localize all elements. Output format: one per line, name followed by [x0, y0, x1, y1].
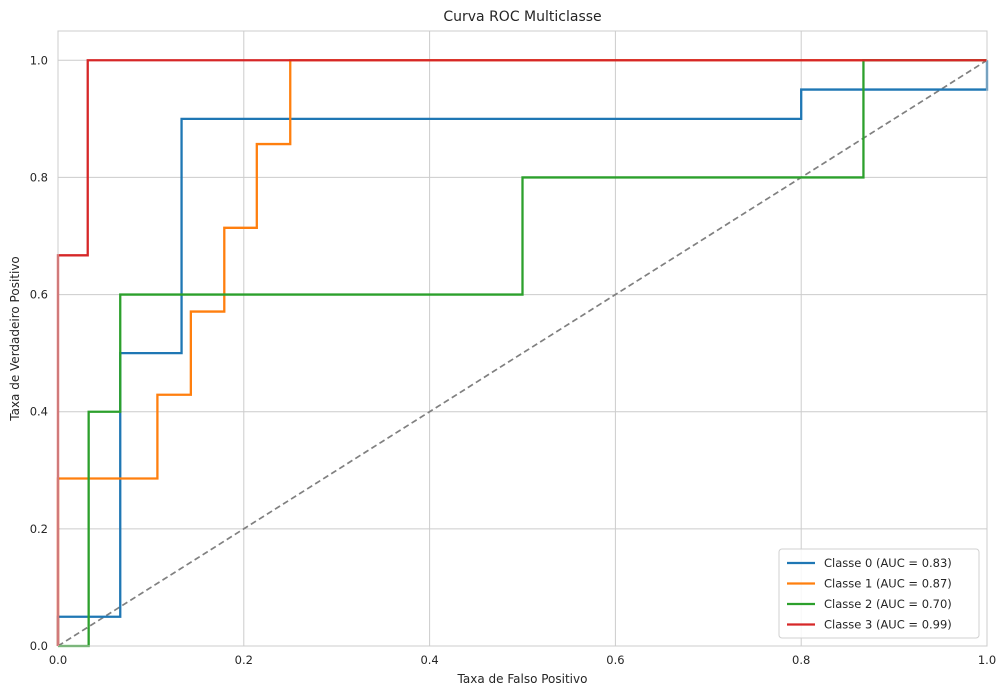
x-tick-label: 0.6: [606, 653, 624, 667]
legend-label: Classe 0 (AUC = 0.83): [824, 556, 952, 570]
legend-box: [778, 548, 980, 639]
y-tick-label: 0.4: [30, 405, 48, 419]
x-tick-label: 0.2: [235, 653, 253, 667]
y-tick-label: 0.0: [30, 639, 48, 653]
y-tick-label: 0.6: [30, 288, 48, 302]
reference-layer: [57, 59, 988, 647]
y-tick-label: 1.0: [30, 53, 48, 67]
x-tick-label: 0.0: [49, 653, 67, 667]
y-tick-label: 0.8: [30, 170, 48, 184]
series-line-classe-2: [58, 59, 987, 648]
legend-label: Classe 2 (AUC = 0.70): [824, 597, 952, 611]
x-axis-title: Taxa de Falso Positivo: [457, 672, 588, 686]
legend-label: Classe 3 (AUC = 0.99): [824, 618, 952, 632]
series-line-classe-1: [56, 59, 987, 646]
plot-frame: [57, 30, 988, 647]
x-tick-label: 0.8: [792, 653, 810, 667]
y-axis-title: Taxa de Verdadeiro Positivo: [8, 256, 22, 422]
x-tick-label: 0.4: [420, 653, 438, 667]
legend: Classe 0 (AUC = 0.83) Classe 1 (AUC = 0.8…: [778, 548, 980, 639]
legend-label: Classe 1 (AUC = 0.87): [824, 577, 952, 591]
y-tick-label: 0.2: [30, 522, 48, 536]
reference-diagonal-line: [57, 59, 988, 647]
tick-labels: 0.0 0.2 0.4 0.6 0.8 1.0 0.0 0.2 0.4 0.6 0.8 1.0: [30, 53, 996, 667]
chart-title: Curva ROC Multiclasse: [443, 9, 601, 25]
x-tick-label: 1.0: [978, 653, 996, 667]
plot-area: [58, 31, 987, 646]
